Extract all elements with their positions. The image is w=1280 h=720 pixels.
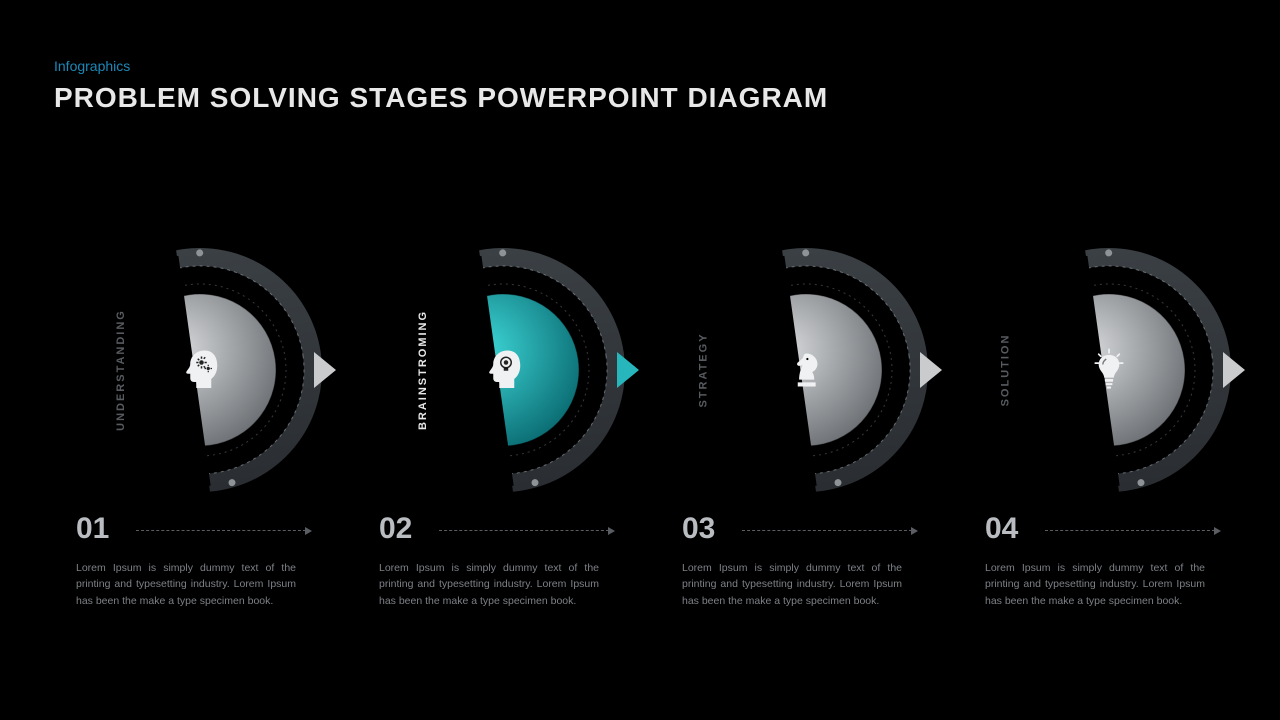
stage-01: UNDERSTANDING 01Lorem Ipsum is simply du… (70, 240, 351, 500)
arrow-trail-icon (1045, 530, 1215, 531)
stage-dial: SOLUTION (979, 240, 1239, 500)
stage-description: Lorem Ipsum is simply dummy text of the … (985, 560, 1205, 609)
lightbulb-icon (1079, 340, 1139, 400)
category-label: Infographics (54, 58, 1280, 74)
stage-side-label: SOLUTION (999, 334, 1011, 407)
header: Infographics PROBLEM SOLVING STAGES POWE… (0, 0, 1280, 114)
stage-dial: STRATEGY (676, 240, 936, 500)
stage-number: 01 (76, 512, 109, 546)
arrow-trail-icon (742, 530, 912, 531)
stage-dial: BRAINSTROMING (373, 240, 633, 500)
stage-number: 02 (379, 512, 412, 546)
stage-pointer-icon (1223, 352, 1245, 388)
stage-02: BRAINSTROMING 02Lorem Ipsum is simply du… (373, 240, 654, 500)
stage-pointer-icon (920, 352, 942, 388)
stage-side-label: STRATEGY (698, 332, 710, 407)
stage-04: SOLUTION 04Lorem Ipsum is simply dummy t… (979, 240, 1260, 500)
head-bulb-icon (473, 340, 533, 400)
stage-side-label: BRAINSTROMING (417, 310, 429, 430)
page-title: PROBLEM SOLVING STAGES POWERPOINT DIAGRA… (54, 82, 1280, 114)
stage-number: 03 (682, 512, 715, 546)
stage-03: STRATEGY 03Lorem Ipsum is simply dummy t… (676, 240, 957, 500)
head-gears-icon (170, 340, 230, 400)
stage-number: 04 (985, 512, 1018, 546)
stage-description: Lorem Ipsum is simply dummy text of the … (379, 560, 599, 609)
stage-description: Lorem Ipsum is simply dummy text of the … (76, 560, 296, 609)
stage-pointer-icon (314, 352, 336, 388)
stages-row: UNDERSTANDING 01Lorem Ipsum is simply du… (70, 240, 1260, 500)
stage-dial: UNDERSTANDING (70, 240, 330, 500)
chess-knight-icon (776, 340, 836, 400)
stage-description: Lorem Ipsum is simply dummy text of the … (682, 560, 902, 609)
stage-side-label: UNDERSTANDING (115, 309, 127, 431)
stage-pointer-icon (617, 352, 639, 388)
arrow-trail-icon (136, 530, 306, 531)
arrow-trail-icon (439, 530, 609, 531)
